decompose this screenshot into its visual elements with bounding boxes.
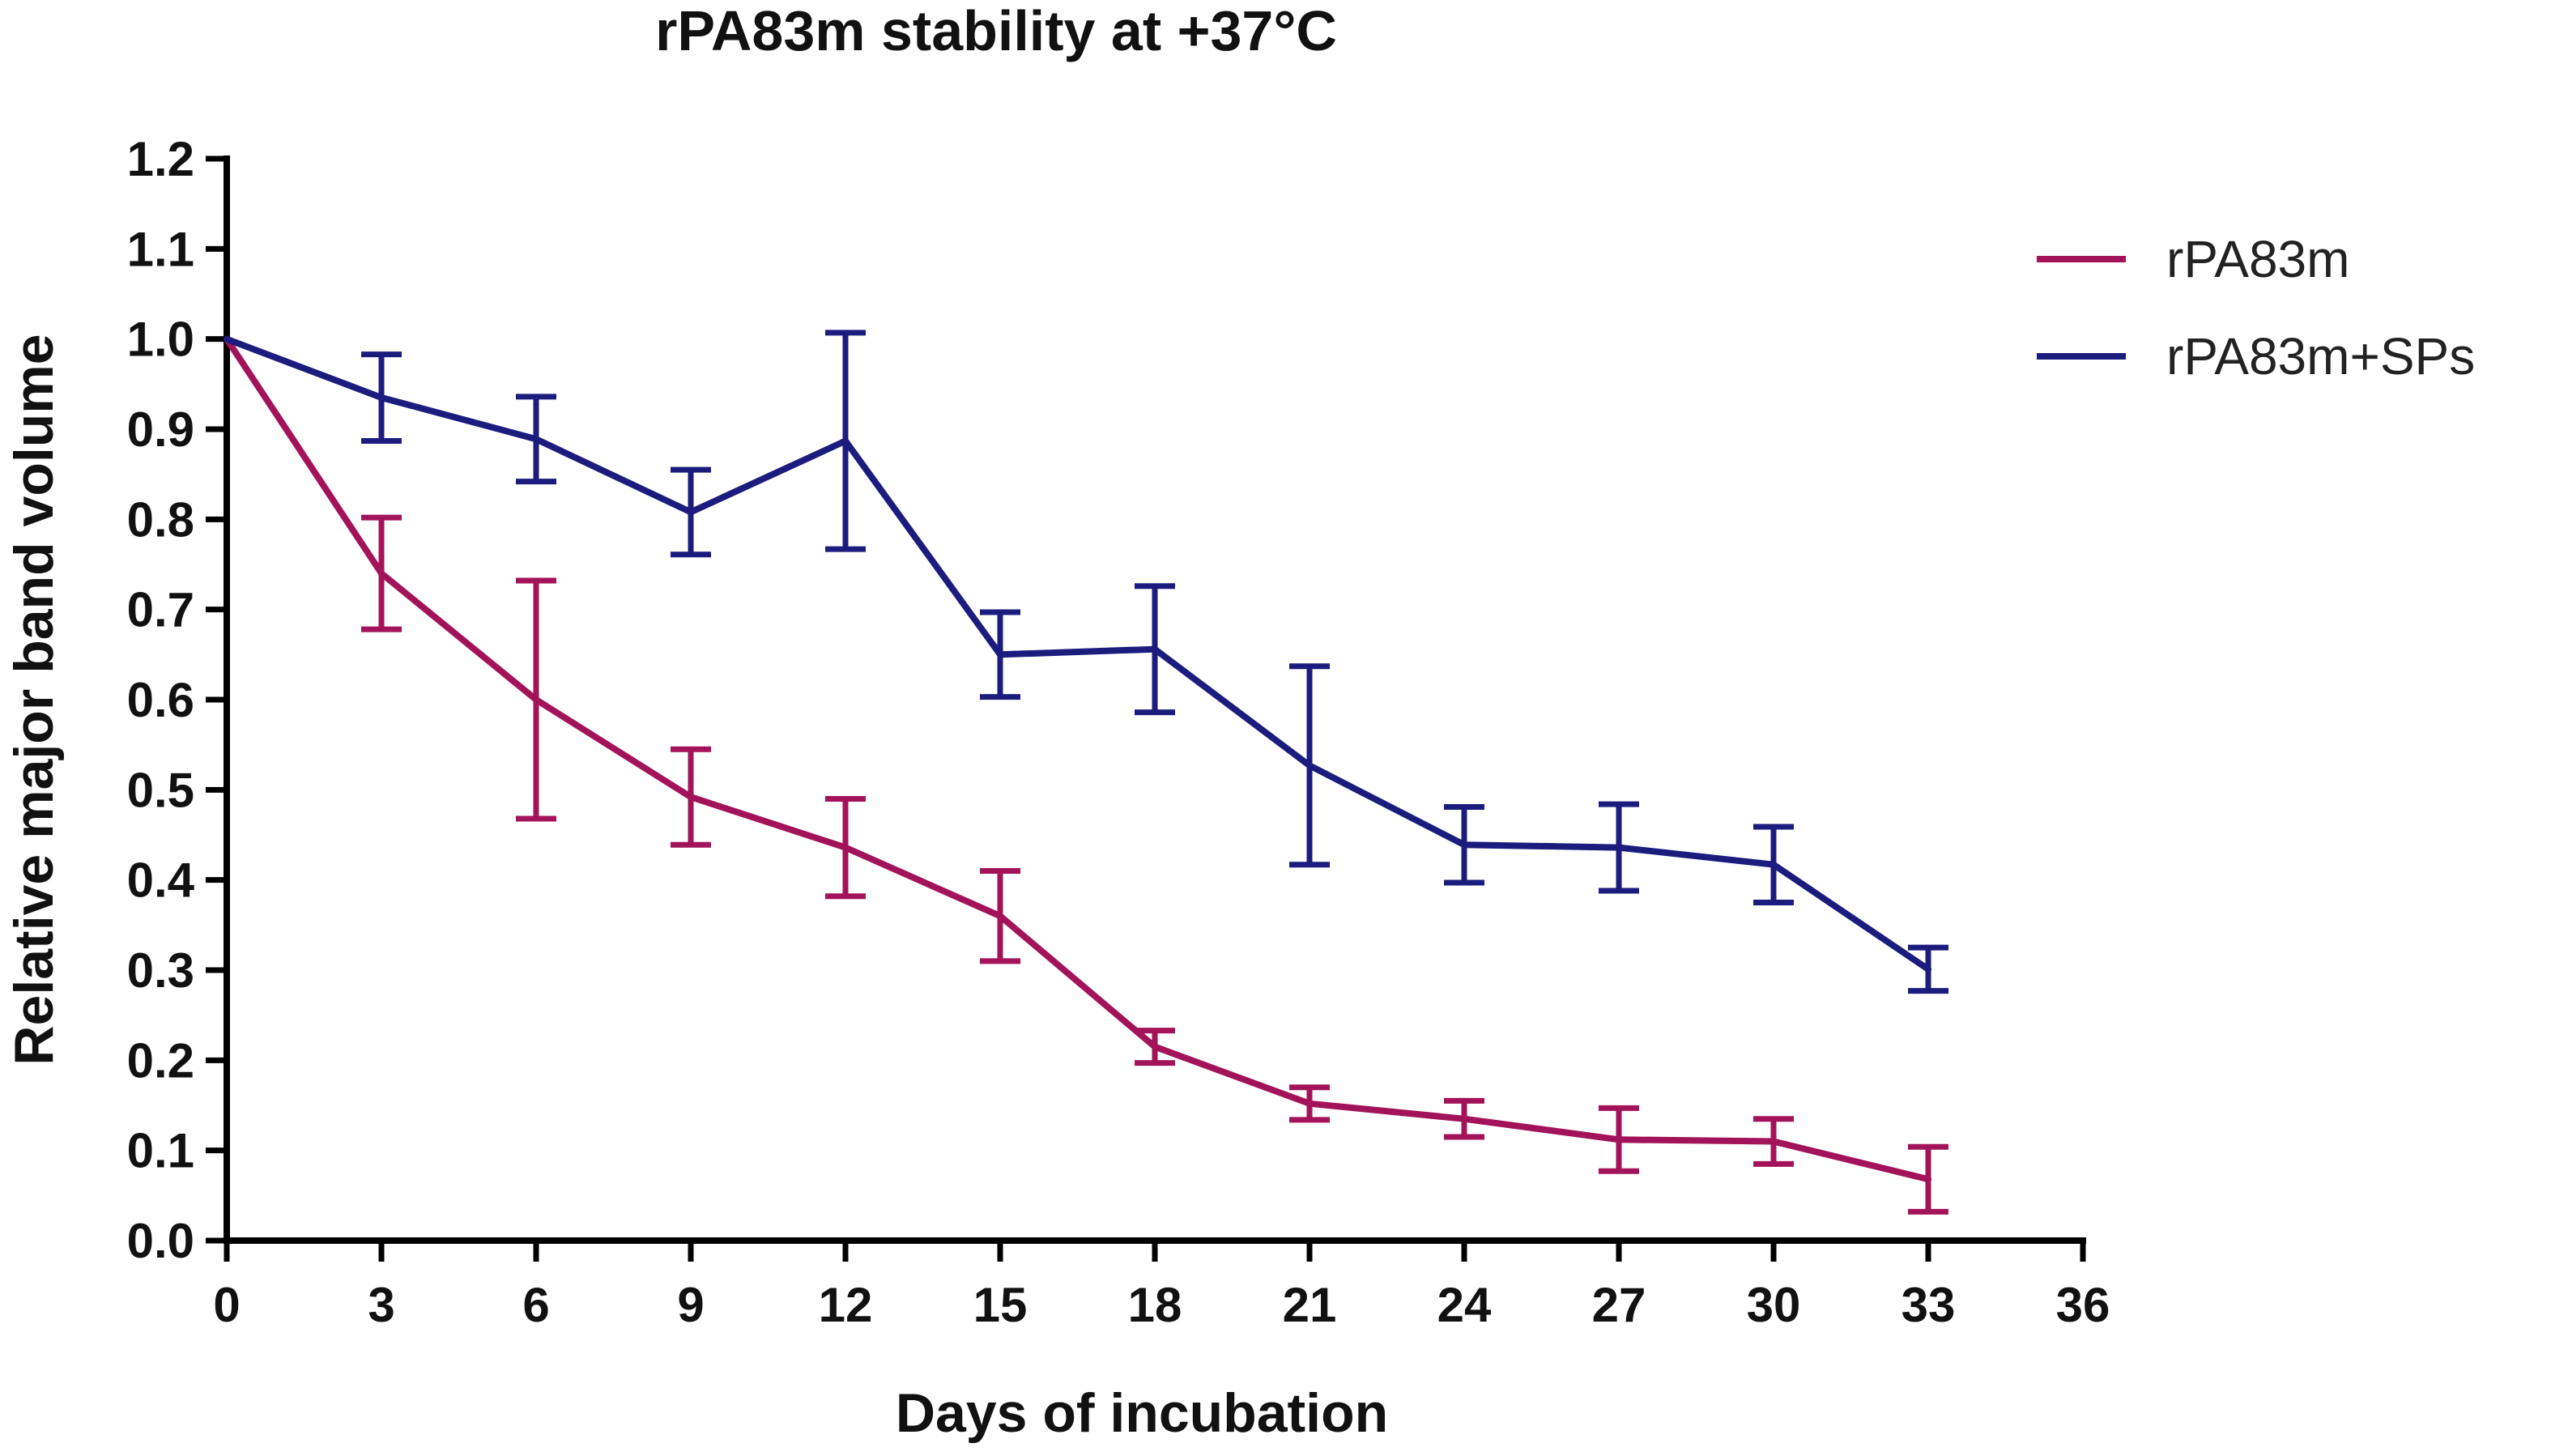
error-bar-rpa83m-sps: [1908, 944, 1948, 994]
error-bar-rpa83m: [1135, 1028, 1175, 1066]
x-tick-label: 24: [1437, 1278, 1492, 1332]
error-bar-rpa83m-sps: [1753, 824, 1794, 905]
data-point-rpa83m: [1152, 1043, 1158, 1050]
y-tick-label: 0.7: [127, 583, 194, 637]
data-point-rpa83m-sps: [842, 437, 849, 445]
y-tick-label: 0.3: [127, 943, 194, 998]
y-tick-label: 0.0: [127, 1214, 194, 1268]
data-point-rpa83m: [1461, 1115, 1467, 1122]
y-tick-label: 0.2: [127, 1033, 194, 1088]
x-tick-label: 18: [1128, 1278, 1182, 1332]
error-bar-rpa83m-sps: [1599, 801, 1639, 894]
x-tick-label: 36: [2056, 1278, 2110, 1332]
x-axis-label: Days of incubation: [896, 1382, 1388, 1444]
error-bar-rpa83m: [1908, 1143, 1948, 1215]
y-tick-label: 0.1: [127, 1124, 194, 1178]
data-point-rpa83m-sps: [1616, 844, 1622, 851]
error-bar-rpa83m-sps: [516, 394, 556, 485]
data-point-rpa83m: [688, 794, 694, 801]
error-bar-rpa83m: [516, 577, 556, 822]
y-tick-label: 0.4: [127, 854, 195, 908]
error-bar-rpa83m-sps: [671, 466, 711, 558]
data-point-rpa83m: [1616, 1136, 1622, 1143]
error-bar-rpa83m: [1289, 1084, 1330, 1123]
data-point-rpa83m: [1770, 1138, 1777, 1145]
y-tick-label: 0.5: [127, 763, 194, 817]
x-tick-label: 12: [819, 1278, 873, 1332]
error-bar-rpa83m-sps: [1444, 803, 1484, 886]
plot-area: 0 3 6 9 12 15 18 21 24 27 30 33 360.00.10.20.30.40.5…: [127, 132, 2110, 1332]
error-bar-rpa83m-sps: [825, 330, 866, 552]
y-axis-label: Relative major band volume: [3, 334, 65, 1065]
data-point-rpa83m: [997, 913, 1003, 920]
error-bar-rpa83m-sps: [1135, 583, 1175, 716]
legend: rPA83m rPA83m+SPs: [2037, 230, 2475, 385]
series-line-rpa83m-sps: [224, 335, 1931, 973]
series-line-rpa83m: [224, 335, 1931, 1183]
data-point-rpa83m: [378, 570, 385, 577]
x-tick-label: 30: [1747, 1278, 1801, 1332]
error-bar-rpa83m-sps: [980, 609, 1020, 700]
y-tick-label: 1.2: [127, 132, 194, 186]
data-point-rpa83m-sps: [1770, 861, 1777, 868]
data-point-rpa83m: [842, 844, 849, 851]
y-tick-label: 1.1: [127, 222, 194, 276]
x-tick-label: 6: [522, 1278, 549, 1332]
error-bar-rpa83m: [980, 868, 1020, 964]
x-tick-label: 9: [677, 1278, 704, 1332]
error-bar-rpa83m: [825, 795, 866, 900]
x-tick-label: 0: [213, 1278, 240, 1332]
chart-title: rPA83m stability at +37°C: [655, 0, 1337, 62]
data-point-rpa83m-sps: [1461, 841, 1467, 849]
data-point-rpa83m: [533, 696, 539, 703]
error-bar-rpa83m: [1753, 1116, 1794, 1167]
x-tick-label: 33: [1902, 1278, 1956, 1332]
error-bar-rpa83m: [361, 514, 402, 632]
error-bar-rpa83m-sps: [1289, 663, 1330, 868]
data-point-rpa83m: [1925, 1176, 1931, 1183]
x-tick-label: 15: [973, 1278, 1028, 1332]
data-point-rpa83m-sps: [533, 436, 539, 443]
y-tick-label: 0.9: [127, 402, 194, 457]
data-point-rpa83m-sps: [688, 509, 694, 516]
data-point-rpa83m-sps: [378, 394, 385, 402]
x-tick-label: 21: [1283, 1278, 1337, 1332]
data-point-rpa83m-sps: [997, 651, 1003, 658]
error-bar-rpa83m: [1444, 1097, 1484, 1140]
x-tick-label: 3: [368, 1278, 394, 1332]
data-point-rpa83m: [1306, 1100, 1313, 1107]
error-bar-rpa83m: [1599, 1105, 1639, 1174]
y-tick-label: 0.6: [127, 673, 194, 727]
error-bar-rpa83m-sps: [361, 351, 402, 444]
data-point-rpa83m-sps: [1925, 965, 1931, 973]
error-bar-rpa83m: [671, 746, 711, 848]
legend-label-rpa83m: rPA83m: [2166, 230, 2349, 288]
y-tick-label: 1.0: [127, 313, 194, 367]
y-tick-label: 0.8: [127, 492, 194, 547]
x-tick-label: 27: [1592, 1278, 1646, 1332]
data-point-rpa83m-sps: [1152, 645, 1158, 653]
data-point-rpa83m-sps: [1306, 762, 1313, 769]
legend-label-rpa83m-sps: rPA83m+SPs: [2166, 327, 2475, 385]
